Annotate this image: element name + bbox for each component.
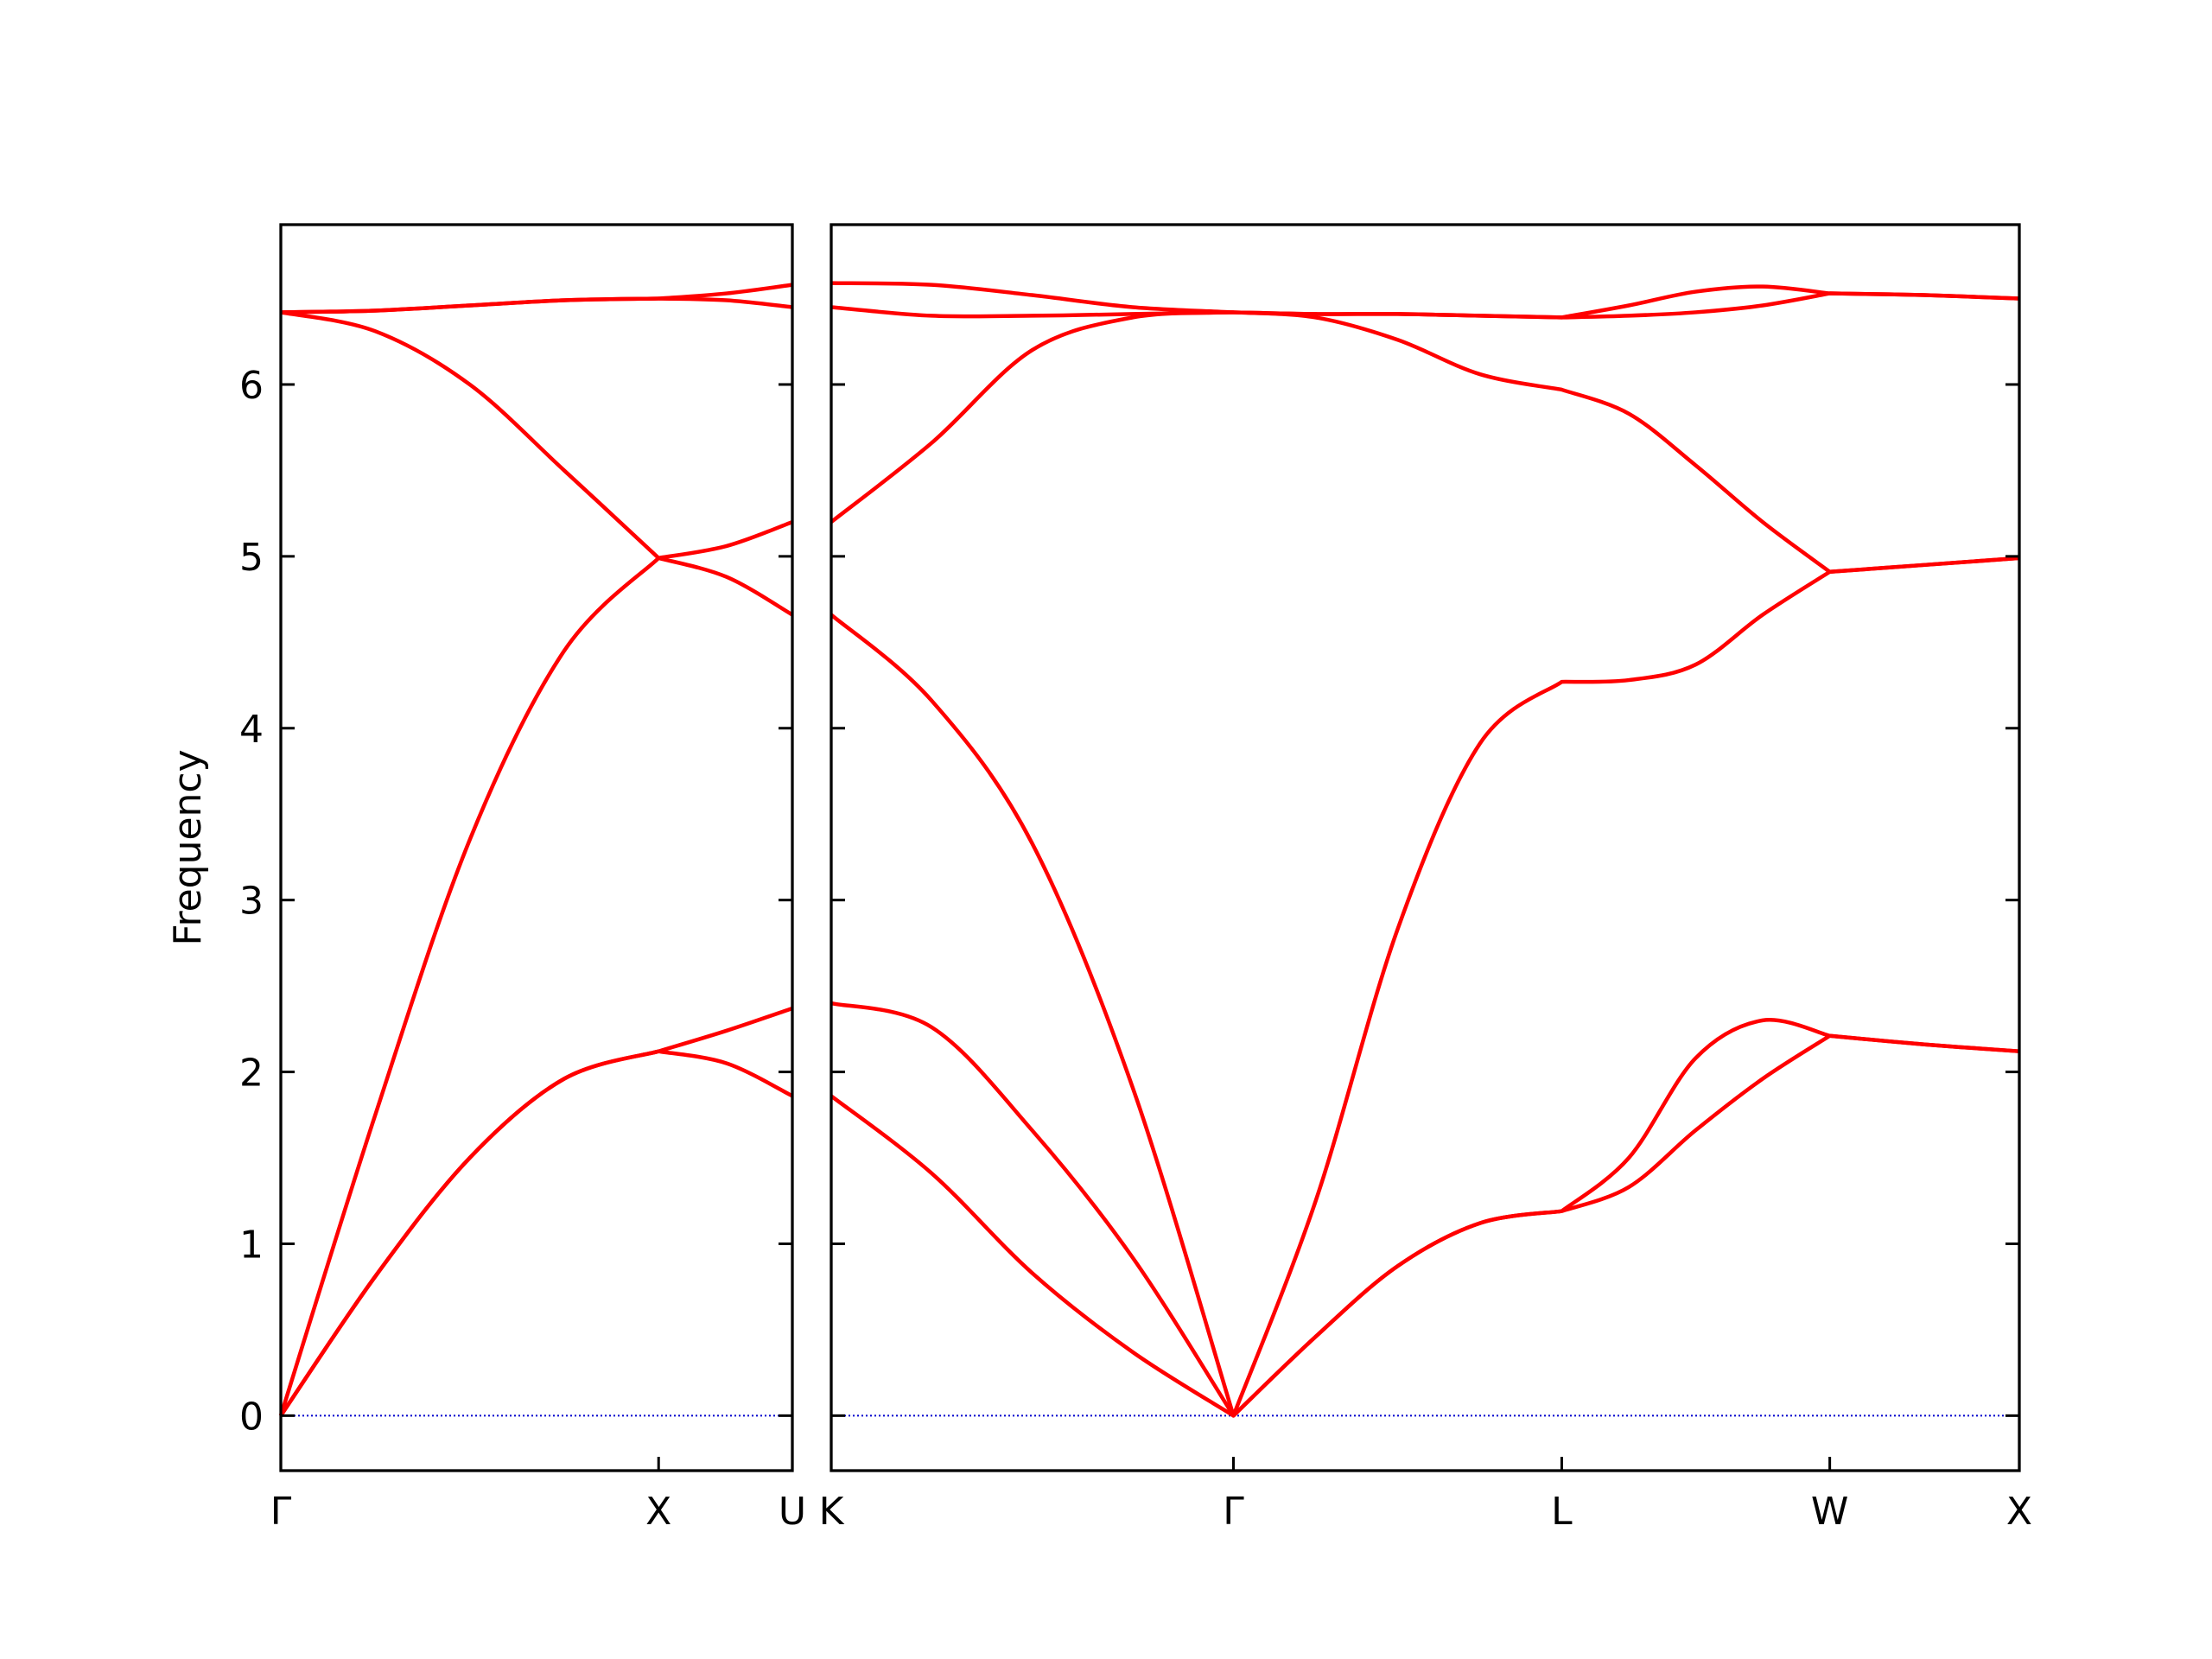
band-line [280,283,793,315]
band-line [830,1001,2020,1418]
band-line [830,281,2020,320]
band-line [279,1049,794,1417]
x-tick-label: W [1811,1490,1849,1534]
band-line [280,310,793,561]
x-tick-label: X [645,1490,671,1534]
x-tick-label: L [1551,1490,1573,1534]
x-tick-label: U [779,1490,806,1534]
x-tick-label: Γ [1223,1490,1244,1534]
y-tick-label: 6 [239,364,264,408]
y-tick-label: 2 [239,1052,264,1096]
band-line [830,1033,2020,1418]
band-line [279,1006,793,1417]
y-axis-label: Frequency [166,749,210,945]
band-line [278,556,794,1417]
band-line [830,310,2020,575]
y-tick-label: 3 [239,880,264,924]
x-tick-label: K [819,1490,845,1534]
plot-frame [279,223,794,1472]
x-tick-label: X [2006,1490,2032,1534]
y-tick-label: 1 [239,1223,264,1267]
y-tick-label: 0 [239,1395,264,1439]
x-tick-label: Γ [270,1490,292,1534]
y-tick-label: 5 [239,536,264,580]
band-line [830,556,2020,1418]
plot-frame [830,223,2021,1472]
y-tick-label: 4 [239,708,264,752]
